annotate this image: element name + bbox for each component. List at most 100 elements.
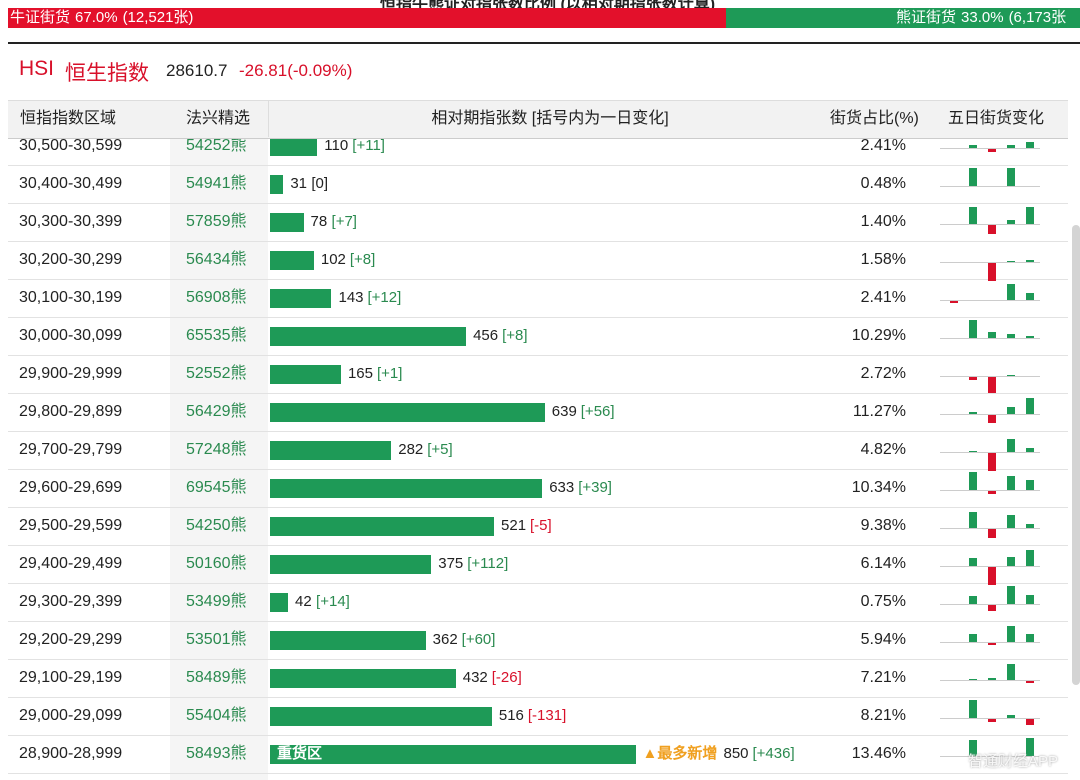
- spark-baseline: [940, 604, 1040, 605]
- count-bar: [270, 479, 543, 498]
- spark-bar: [988, 263, 996, 281]
- change: [+56]: [580, 403, 615, 420]
- spark-bar: [1026, 293, 1034, 300]
- count-bar: [270, 517, 495, 536]
- bear-bar: [726, 8, 1080, 28]
- spark-bar: [969, 145, 977, 148]
- share: 2.72%: [860, 365, 906, 382]
- index-change: -26.81(-0.09%): [239, 61, 353, 80]
- share: 10.34%: [851, 479, 906, 496]
- spark-bar: [1026, 398, 1034, 414]
- spark-bar: [1007, 261, 1015, 262]
- pick: 65535熊: [186, 327, 247, 344]
- watermark: 智通财经APP: [968, 753, 1059, 770]
- tag: 重货区: [277, 745, 323, 762]
- spark-baseline: [940, 338, 1040, 339]
- column-header: 恒指指数区域: [20, 110, 117, 127]
- spark-bar: [1026, 634, 1034, 642]
- pick: 54252熊: [186, 137, 247, 154]
- change: [+112]: [467, 555, 509, 572]
- range: 29,900-29,999: [19, 365, 123, 382]
- spark-bar: [1007, 476, 1015, 490]
- range: 30,200-30,299: [19, 251, 123, 268]
- banner-count: (6,173张: [1008, 9, 1067, 26]
- spark-bar: [1007, 168, 1015, 186]
- spark-bar: [969, 207, 977, 224]
- divider: [8, 42, 1080, 44]
- pick: 54250熊: [186, 517, 247, 534]
- count-bar: [270, 137, 318, 156]
- spark-bar: [1007, 334, 1015, 338]
- count: 143: [338, 289, 364, 306]
- column-header: 街货占比(%): [830, 110, 919, 127]
- change: [+11]: [352, 137, 385, 154]
- count-bar: [270, 175, 284, 194]
- share: 2.41%: [860, 137, 906, 154]
- spark-bar: [969, 168, 977, 186]
- count-bar: [270, 213, 304, 232]
- change: [+8]: [349, 251, 376, 268]
- column-header: 五日街货变化: [948, 110, 1045, 127]
- count-bar: [270, 251, 314, 270]
- spark-bar: [1026, 524, 1034, 528]
- banner-share: 67.0%: [75, 9, 118, 26]
- share: 13.46%: [851, 745, 906, 762]
- spark-bar: [1026, 260, 1034, 262]
- count: 102: [320, 251, 346, 268]
- spark-baseline: [940, 490, 1040, 491]
- count: 282: [398, 441, 424, 458]
- pick: 53499熊: [186, 593, 247, 610]
- row-line: [8, 279, 1068, 280]
- spark-bar: [1007, 626, 1015, 642]
- count-bar: [270, 707, 492, 726]
- share: 4.82%: [860, 441, 906, 458]
- spark-bar: [988, 453, 996, 471]
- header-sep: [268, 100, 269, 137]
- index-price: 28610.7: [166, 61, 228, 80]
- spark-bar: [1026, 207, 1034, 224]
- pick: 55404熊: [186, 707, 247, 724]
- range: 30,400-30,499: [19, 175, 123, 192]
- scrollbar: [1072, 225, 1080, 685]
- row-line: [8, 165, 1068, 166]
- spark-bar: [1007, 515, 1015, 528]
- spark-bar: [1026, 595, 1034, 604]
- share: 8.21%: [860, 707, 906, 724]
- spark-bar: [988, 332, 996, 338]
- spark-bar: [1026, 738, 1034, 756]
- pick: 56434熊: [186, 251, 247, 268]
- spark-baseline: [940, 148, 1040, 149]
- spark-bar: [988, 605, 996, 611]
- count: 31: [290, 175, 308, 192]
- count: 850: [723, 745, 749, 762]
- spark-baseline: [940, 414, 1040, 415]
- column-header: 法兴精选: [186, 110, 251, 127]
- spark-bar: [1026, 142, 1034, 148]
- count-bar: [270, 327, 467, 346]
- spark-bar: [988, 719, 996, 722]
- row-line: [8, 507, 1068, 508]
- spark-bar: [988, 225, 996, 234]
- range: 29,200-29,299: [19, 631, 123, 648]
- spark-bar: [1007, 284, 1015, 300]
- index-code: HSI: [19, 57, 55, 80]
- spark-bar: [969, 596, 977, 604]
- spark-baseline: [940, 756, 1040, 757]
- count: 110: [324, 137, 349, 154]
- spark-bar: [1007, 664, 1015, 680]
- change: [+1]: [376, 365, 403, 382]
- share: 7.21%: [860, 669, 906, 686]
- spark-bar: [1007, 145, 1015, 148]
- column-header: 相对期指张数 [括号内为一日变化]: [431, 110, 669, 127]
- count-bar: [270, 593, 289, 612]
- count-bar: [270, 669, 456, 688]
- share: 0.75%: [860, 593, 906, 610]
- range: 29,100-29,199: [19, 669, 123, 686]
- share: 5.94%: [860, 631, 906, 648]
- pick: 56429熊: [186, 403, 247, 420]
- row-line: [8, 317, 1068, 318]
- spark-bar: [988, 415, 996, 423]
- share: 2.41%: [860, 289, 906, 306]
- count-bar: [270, 365, 341, 384]
- count-bar: [270, 289, 332, 308]
